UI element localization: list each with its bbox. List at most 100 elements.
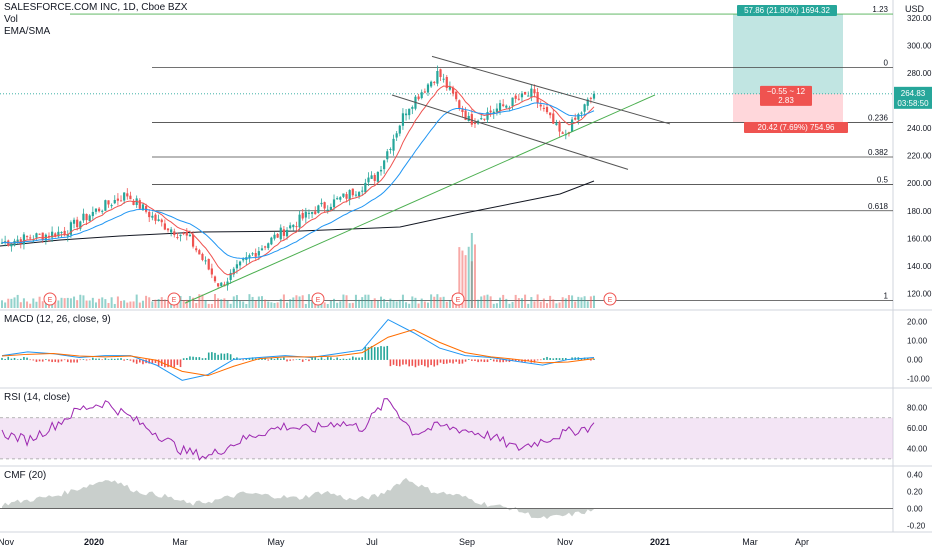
- macd-histogram-bar: [336, 357, 338, 360]
- macd-histogram-bar: [101, 359, 104, 361]
- macd-histogram-bar: [536, 359, 539, 361]
- candle-body: [210, 268, 213, 275]
- price-tick-180: 180.00: [907, 207, 932, 216]
- ema-fast-line: [1, 85, 595, 276]
- volume-bar: [85, 300, 88, 308]
- macd-histogram-bar: [499, 359, 501, 363]
- volume-bar: [198, 294, 201, 308]
- volume-bar: [286, 302, 289, 308]
- volume-bar: [380, 296, 383, 308]
- volume-bar: [76, 300, 79, 308]
- candle-body: [558, 121, 561, 132]
- macd-histogram-bar: [95, 358, 97, 360]
- volume-bar: [426, 302, 429, 308]
- macd-histogram-bar: [167, 359, 169, 368]
- macd-histogram-bar: [41, 359, 44, 362]
- candle-body: [586, 99, 589, 106]
- macd-histogram-bar: [245, 358, 248, 360]
- volume-bar: [223, 298, 226, 308]
- macd-histogram-bar: [229, 354, 232, 360]
- macd-histogram-bar: [273, 358, 276, 360]
- candle-body: [411, 107, 414, 109]
- macd-histogram-bar: [330, 357, 332, 360]
- macd-histogram-bar: [104, 358, 107, 360]
- macd-histogram-bar: [398, 359, 401, 367]
- volume-bar: [73, 296, 76, 308]
- candle-body: [517, 98, 520, 100]
- cmf-title: CMF (20): [4, 470, 47, 481]
- macd-histogram-bar: [82, 359, 85, 360]
- candle-body: [439, 69, 442, 78]
- candle-body: [552, 113, 555, 124]
- volume-bar: [549, 295, 552, 308]
- macd-histogram-bar: [458, 359, 461, 364]
- macd-histogram-bar: [113, 358, 116, 360]
- macd-histogram-bar: [226, 353, 229, 360]
- macd-histogram-bar: [521, 359, 523, 363]
- macd-histogram-bar: [107, 359, 110, 360]
- candle-body: [417, 96, 420, 100]
- macd-histogram-bar: [204, 358, 207, 360]
- candle-body: [154, 214, 157, 221]
- volume-bar: [251, 296, 254, 308]
- macd-histogram-bar: [452, 359, 454, 364]
- candle-body: [542, 107, 545, 109]
- candle-body: [63, 230, 66, 235]
- price-badge-value: 264.83: [901, 89, 926, 98]
- time-tick-5: Sep: [459, 537, 475, 547]
- macd-histogram-bar: [135, 359, 138, 364]
- volume-bar: [264, 299, 267, 308]
- volume-bar: [505, 298, 508, 308]
- volume-bar: [126, 302, 129, 308]
- macd-histogram-bar: [16, 359, 19, 360]
- earnings-marker-4: [603, 292, 617, 306]
- candle-body: [376, 171, 379, 182]
- volume-bar: [492, 303, 495, 308]
- volume-bar: [226, 300, 229, 308]
- volume-bar: [567, 295, 570, 308]
- volume-bar: [430, 294, 433, 308]
- candle-body: [157, 219, 160, 221]
- macd-histogram-bar: [251, 357, 254, 360]
- volume-bar: [423, 301, 426, 308]
- volume-bar: [358, 299, 361, 308]
- price-tick-320: 320.00: [907, 14, 932, 23]
- volume-bar: [458, 247, 461, 308]
- candle-body: [132, 200, 135, 205]
- volume-bar: [574, 301, 577, 308]
- macd-histogram-bar: [477, 359, 479, 363]
- macd-histogram-bar: [514, 359, 517, 362]
- volume-bar: [101, 297, 104, 308]
- macd-histogram-bar: [489, 358, 492, 360]
- ratio-label-bg: [760, 85, 812, 106]
- volume-bar: [120, 300, 123, 308]
- candle-body: [383, 160, 386, 170]
- sma-line: [0, 180, 595, 247]
- macd-histogram-bar: [214, 352, 216, 360]
- volume-bar: [123, 300, 126, 308]
- candle-body: [163, 223, 166, 230]
- candle-body: [54, 233, 57, 237]
- volume-bar: [442, 296, 445, 308]
- macd-histogram-bar: [539, 359, 542, 361]
- macd-tick-10: 10.00: [907, 336, 928, 345]
- volume-bar: [348, 303, 351, 308]
- volume-bar: [292, 297, 295, 308]
- candle-body: [242, 259, 245, 261]
- candle-body: [386, 151, 389, 160]
- macd-histogram-bar: [85, 359, 88, 361]
- macd-histogram-bar: [348, 358, 351, 360]
- volume-bar: [486, 294, 489, 308]
- volume-bar: [401, 294, 404, 308]
- time-tick-3: May: [267, 537, 285, 547]
- macd-histogram-bar: [317, 358, 320, 360]
- macd-histogram-bar: [117, 358, 119, 360]
- candle-body: [342, 193, 345, 197]
- candle-body: [555, 123, 558, 126]
- volume-bar: [273, 302, 276, 308]
- volume-bar: [270, 302, 273, 308]
- volume-bar: [298, 296, 301, 308]
- macd-histogram-bar: [126, 359, 129, 360]
- candle-body: [201, 253, 204, 260]
